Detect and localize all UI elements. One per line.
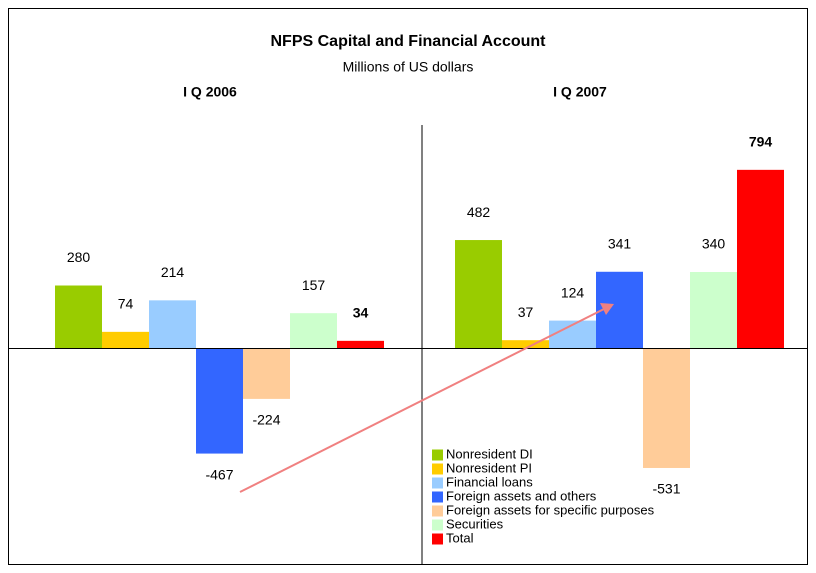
legend-swatch <box>432 463 443 475</box>
legend-swatch <box>432 505 443 517</box>
legend-label: Foreign assets for specific purposes <box>446 502 655 517</box>
bar <box>149 300 196 349</box>
bars <box>55 169 784 468</box>
chart-title: NFPS Capital and Financial Account <box>271 33 547 50</box>
legend-label: Nonresident DI <box>446 446 533 461</box>
bar <box>196 348 243 454</box>
bar <box>455 240 502 349</box>
category-label: I Q 2006 <box>183 84 237 100</box>
arrow-line <box>239 308 605 493</box>
chart-subtitle: Millions of US dollars <box>343 59 474 75</box>
trend-arrow <box>239 303 614 493</box>
bar <box>55 285 102 349</box>
data-label: -224 <box>252 412 280 428</box>
bar <box>737 169 784 349</box>
bar <box>690 272 737 349</box>
legend-swatch <box>432 519 443 531</box>
data-label: 340 <box>702 236 726 252</box>
data-label: 341 <box>608 235 632 251</box>
legend-label: Nonresident PI <box>446 460 532 475</box>
data-label: -467 <box>205 466 233 482</box>
bar <box>290 313 337 349</box>
data-label: 214 <box>161 264 185 280</box>
data-label: 74 <box>118 296 134 312</box>
bar <box>337 340 384 349</box>
legend-swatch <box>432 491 443 503</box>
legend-label: Total <box>446 530 474 545</box>
bar <box>243 348 290 399</box>
bar <box>102 331 149 349</box>
chart-frame <box>8 8 808 565</box>
legend-swatch <box>432 449 443 461</box>
legend-label: Securities <box>446 516 504 531</box>
data-label: 482 <box>467 204 491 220</box>
legend-label: Foreign assets and others <box>446 488 597 503</box>
legend-label: Financial loans <box>446 474 533 489</box>
bar <box>643 348 690 468</box>
data-label: -531 <box>652 481 680 497</box>
data-label: 37 <box>518 304 534 320</box>
legend-swatch <box>432 533 443 545</box>
data-label: 124 <box>561 284 585 300</box>
data-label: 794 <box>749 134 773 150</box>
legend-swatch <box>432 477 443 489</box>
bar <box>502 340 549 349</box>
category-label: I Q 2007 <box>553 84 607 100</box>
data-label: 34 <box>353 305 369 321</box>
data-label: 157 <box>302 277 326 293</box>
data-label: 280 <box>67 249 91 265</box>
arrow-head <box>600 303 614 315</box>
